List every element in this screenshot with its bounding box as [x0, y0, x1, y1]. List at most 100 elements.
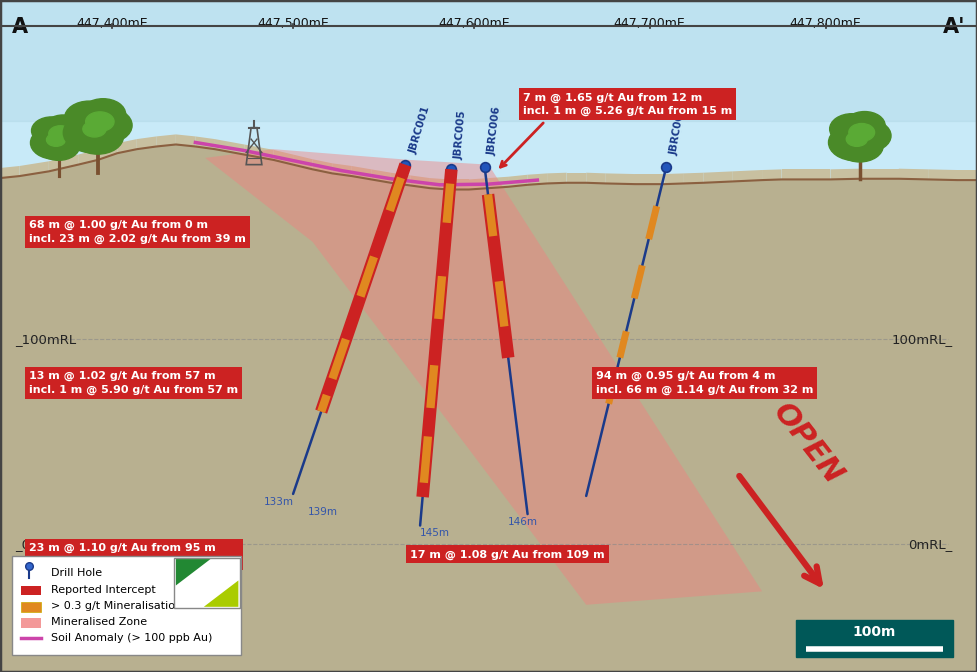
Text: 447,500mE: 447,500mE — [257, 17, 329, 30]
Circle shape — [64, 113, 121, 153]
Circle shape — [45, 122, 87, 151]
Circle shape — [64, 101, 113, 135]
Text: JBRC001: JBRC001 — [408, 105, 433, 155]
Text: 447,700mE: 447,700mE — [614, 17, 686, 30]
Polygon shape — [204, 581, 238, 607]
Text: 94 m @ 0.95 g/t Au from 4 m
incl. 66 m @ 1.14 g/t Au from 32 m: 94 m @ 0.95 g/t Au from 4 m incl. 66 m @… — [596, 371, 813, 395]
Polygon shape — [195, 136, 215, 149]
Text: 146m: 146m — [508, 517, 537, 528]
Polygon shape — [860, 169, 879, 179]
Circle shape — [49, 126, 72, 142]
Circle shape — [80, 108, 132, 143]
Circle shape — [829, 114, 874, 144]
Polygon shape — [430, 178, 449, 190]
Text: 23 m @ 1.10 g/t Au from 95 m
incl. 1 m @ 8.82 g/t Au from 97 m: 23 m @ 1.10 g/t Au from 95 m incl. 1 m @… — [29, 542, 238, 566]
Text: > 0.3 g/t Mineralisation: > 0.3 g/t Mineralisation — [51, 601, 182, 611]
Polygon shape — [215, 139, 244, 155]
Text: A: A — [12, 17, 28, 37]
Text: JBRC007: JBRC007 — [668, 106, 687, 156]
Polygon shape — [488, 177, 508, 188]
Polygon shape — [205, 149, 762, 605]
Circle shape — [31, 117, 71, 144]
Circle shape — [37, 131, 80, 161]
Polygon shape — [762, 169, 782, 180]
Polygon shape — [410, 175, 430, 188]
Circle shape — [86, 112, 114, 132]
Circle shape — [846, 132, 868, 146]
Text: 0mRL_: 0mRL_ — [909, 538, 953, 551]
FancyBboxPatch shape — [796, 620, 953, 657]
Polygon shape — [528, 173, 547, 185]
Polygon shape — [586, 173, 606, 183]
Text: JBRC006: JBRC006 — [487, 106, 502, 156]
FancyBboxPatch shape — [12, 556, 241, 655]
Polygon shape — [508, 175, 528, 187]
Circle shape — [72, 119, 123, 154]
Text: A': A' — [943, 17, 965, 37]
Circle shape — [45, 115, 81, 140]
Polygon shape — [371, 169, 391, 183]
Polygon shape — [449, 179, 469, 190]
Polygon shape — [957, 170, 977, 180]
FancyBboxPatch shape — [21, 602, 41, 612]
Polygon shape — [703, 171, 733, 183]
Text: Soil Anomaly (> 100 ppb Au): Soil Anomaly (> 100 ppb Au) — [51, 634, 212, 643]
Text: JBRC005: JBRC005 — [453, 110, 468, 160]
Polygon shape — [567, 173, 586, 183]
Text: 7 m @ 1.65 g/t Au from 12 m
incl. 1 m @ 5.26 g/t Au from 15 m: 7 m @ 1.65 g/t Au from 12 m incl. 1 m @ … — [523, 92, 732, 116]
Circle shape — [47, 133, 65, 146]
Polygon shape — [156, 134, 176, 146]
Text: _0mRL: _0mRL — [15, 538, 59, 551]
Polygon shape — [684, 173, 703, 183]
Polygon shape — [782, 169, 801, 179]
Bar — [0, 0, 977, 255]
Text: 100m: 100m — [853, 625, 896, 639]
Polygon shape — [469, 178, 488, 190]
Circle shape — [844, 120, 891, 152]
Polygon shape — [547, 173, 567, 183]
Polygon shape — [78, 150, 98, 165]
Polygon shape — [244, 144, 274, 160]
Polygon shape — [176, 559, 210, 585]
Text: 447,600mE: 447,600mE — [438, 17, 510, 30]
Polygon shape — [635, 174, 664, 184]
Circle shape — [30, 126, 78, 159]
Polygon shape — [313, 159, 332, 173]
Text: 447,400mE: 447,400mE — [76, 17, 149, 30]
FancyBboxPatch shape — [174, 558, 240, 608]
Circle shape — [844, 112, 885, 140]
Polygon shape — [274, 150, 293, 165]
Polygon shape — [801, 169, 830, 179]
Circle shape — [80, 99, 126, 130]
FancyBboxPatch shape — [21, 618, 41, 628]
Text: 139m: 139m — [308, 507, 337, 517]
Text: Reported Intercept: Reported Intercept — [51, 585, 155, 595]
Text: N: N — [199, 573, 215, 593]
Text: _100mRL: _100mRL — [15, 333, 76, 346]
Polygon shape — [0, 166, 20, 178]
Polygon shape — [293, 155, 313, 169]
Circle shape — [849, 124, 874, 141]
Polygon shape — [928, 169, 957, 180]
Text: OPEN: OPEN — [767, 397, 848, 490]
Text: Drill Hole: Drill Hole — [51, 568, 102, 577]
Polygon shape — [391, 173, 410, 185]
Polygon shape — [98, 143, 117, 160]
FancyBboxPatch shape — [21, 586, 41, 595]
Text: Mineralised Zone: Mineralised Zone — [51, 618, 147, 627]
Polygon shape — [137, 136, 156, 149]
Polygon shape — [899, 169, 928, 179]
Text: 68 m @ 1.00 g/t Au from 0 m
incl. 23 m @ 2.02 g/t Au from 39 m: 68 m @ 1.00 g/t Au from 0 m incl. 23 m @… — [29, 220, 246, 244]
Circle shape — [83, 121, 106, 137]
Polygon shape — [176, 134, 195, 146]
Polygon shape — [117, 139, 137, 153]
Circle shape — [836, 130, 883, 162]
Polygon shape — [332, 163, 352, 176]
Polygon shape — [0, 144, 977, 672]
Polygon shape — [20, 161, 49, 176]
Text: 145m: 145m — [420, 528, 449, 538]
Polygon shape — [830, 169, 860, 179]
Text: 13 m @ 1.02 g/t Au from 57 m
incl. 1 m @ 5.90 g/t Au from 57 m: 13 m @ 1.02 g/t Au from 57 m incl. 1 m @… — [29, 371, 238, 395]
Polygon shape — [664, 173, 684, 184]
Polygon shape — [352, 166, 371, 179]
